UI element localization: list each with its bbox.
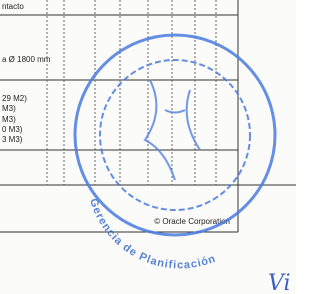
handwriting: Vi [268,271,291,294]
volume-cell: M3) [2,115,16,124]
volume-cell: M3) [2,104,16,113]
diameter-cell: a Ø 1800 mm [2,55,51,64]
document-scan: ntacto a Ø 1800 mm 29 M2) M3) M3) 0 M3) … [0,0,296,294]
volume-cell: 29 M2) [2,94,27,103]
header-cell: ntacto [2,2,24,11]
volume-cell: 3 M3) [2,135,23,144]
volume-cell: 0 M3) [2,125,23,134]
